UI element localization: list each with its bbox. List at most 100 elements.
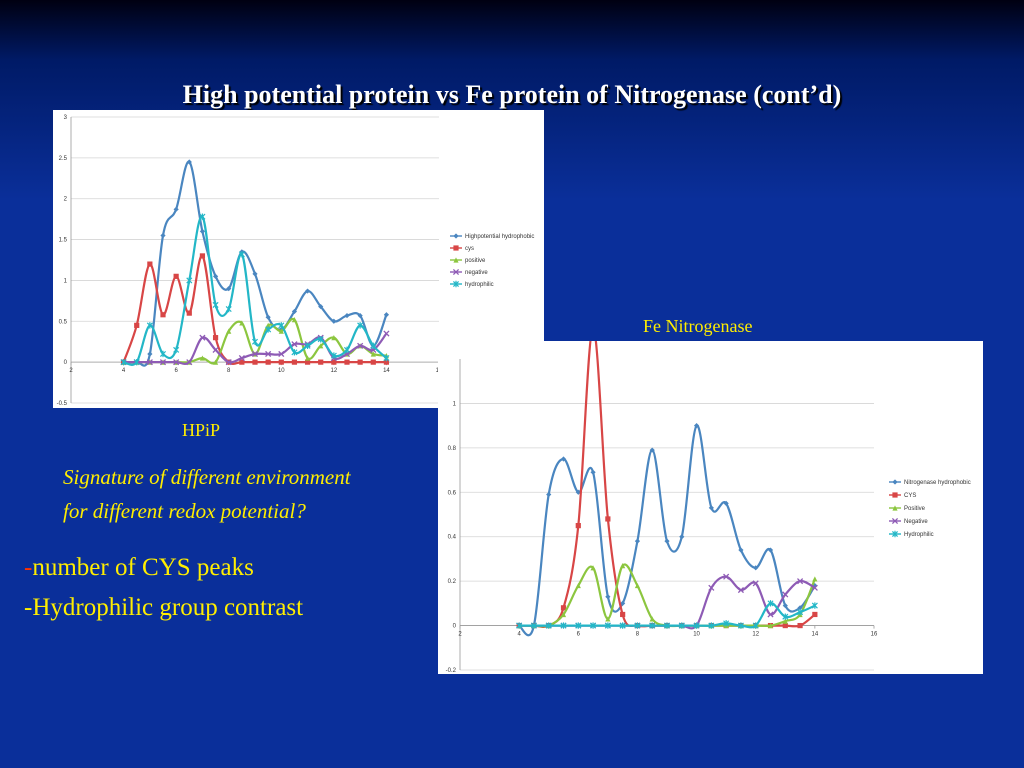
data-point: [199, 253, 206, 259]
data-point: [797, 605, 803, 611]
y-tick-label: 1.5: [59, 238, 68, 244]
data-point: [318, 303, 324, 310]
y-tick-label: -0.5: [57, 401, 68, 407]
data-point: [605, 516, 611, 522]
data-point: [546, 491, 552, 498]
data-point: [723, 620, 730, 627]
legend-marker: [453, 257, 459, 263]
data-point: [238, 354, 245, 362]
bullet-item-hydrophilic-contrast: -Hydrophilic group contrast: [24, 594, 304, 621]
series-markers: [516, 423, 818, 629]
data-point: [304, 342, 311, 349]
data-point: [590, 622, 597, 629]
data-point: [708, 622, 715, 629]
data-point: [767, 600, 774, 607]
data-point: [199, 355, 206, 361]
y-tick-label: -0.2: [446, 668, 457, 674]
bullet-list: -number of CYS peaks -Hydrophilic group …: [24, 548, 303, 628]
data-point: [545, 622, 552, 629]
data-point: [173, 359, 180, 366]
data-point: [590, 565, 596, 571]
data-point: [199, 228, 206, 234]
data-point: [291, 359, 298, 365]
legend-label: CYS: [904, 493, 916, 499]
data-point: [225, 359, 232, 366]
data-point: [186, 277, 193, 284]
data-point: [330, 352, 337, 359]
series-markers: [516, 600, 818, 629]
legend-label: Positive: [904, 506, 926, 512]
data-point: [186, 159, 192, 165]
x-tick-label: 12: [752, 632, 759, 638]
data-point: [278, 359, 284, 365]
data-point: [590, 469, 596, 475]
x-tick-label: 4: [122, 368, 126, 374]
data-point: [737, 622, 744, 629]
data-point: [252, 271, 258, 277]
data-point: [212, 359, 219, 365]
data-point: [752, 580, 759, 587]
data-point: [357, 312, 363, 319]
series-line: [519, 341, 816, 628]
data-point: [146, 359, 153, 366]
legend-marker: [452, 268, 460, 276]
series-markers: [120, 213, 390, 366]
data-point: [265, 326, 272, 333]
series-line: [518, 424, 816, 637]
data-point: [560, 456, 567, 462]
legend-label: Nitrogenase hydrophobic: [904, 480, 971, 486]
data-point: [147, 351, 153, 357]
data-point: [134, 322, 140, 328]
data-point: [199, 334, 206, 341]
legend-marker: [891, 517, 899, 525]
x-tick-label: 10: [693, 632, 700, 638]
data-point: [304, 359, 311, 365]
data-point: [575, 582, 581, 589]
data-point: [605, 594, 611, 600]
data-point: [620, 611, 626, 618]
y-tick-label: 2.5: [59, 156, 68, 162]
legend-label: cys: [465, 246, 474, 252]
series-markers: [516, 562, 818, 629]
signature-line-1: Signature of different environment: [63, 465, 351, 489]
data-point: [278, 328, 284, 334]
y-tick-label: 0.5: [59, 319, 68, 325]
x-tick-label: 4: [517, 632, 521, 638]
data-point: [251, 350, 259, 358]
data-point: [649, 616, 655, 622]
data-point: [604, 622, 611, 629]
hpip-chart: -0.500.511.522.53246810121416Highpotenti…: [53, 110, 544, 408]
data-point: [812, 611, 818, 618]
x-tick-label: 10: [278, 368, 285, 374]
legend-label: Hydrophilic: [904, 532, 934, 538]
data-point: [291, 317, 298, 323]
x-tick-label: 12: [331, 368, 338, 374]
data-point: [278, 322, 285, 329]
y-tick-label: 0.8: [448, 446, 457, 452]
data-point: [575, 622, 582, 629]
data-point: [226, 328, 232, 334]
data-point: [560, 611, 567, 618]
data-point: [738, 547, 744, 553]
data-point: [782, 591, 789, 598]
series-line: [123, 160, 388, 367]
legend-label: Highpotential hydrophobic: [465, 234, 534, 240]
data-point: [575, 523, 581, 529]
data-point: [767, 547, 774, 553]
series-markers: [120, 253, 390, 365]
legend-label: positive: [465, 258, 486, 264]
series-line: [519, 563, 816, 628]
legend-label: Negative: [904, 519, 928, 525]
x-tick-label: 8: [636, 632, 640, 638]
legend-marker: [453, 233, 459, 239]
data-point: [357, 322, 364, 329]
data-point: [212, 301, 219, 309]
y-tick-label: 0.4: [448, 535, 457, 541]
y-tick-label: 3: [64, 115, 68, 121]
data-point: [278, 350, 285, 358]
data-point: [304, 288, 311, 294]
data-point: [634, 538, 641, 544]
x-tick-label: 2: [69, 368, 73, 374]
data-point: [620, 562, 626, 569]
data-point: [723, 500, 729, 506]
